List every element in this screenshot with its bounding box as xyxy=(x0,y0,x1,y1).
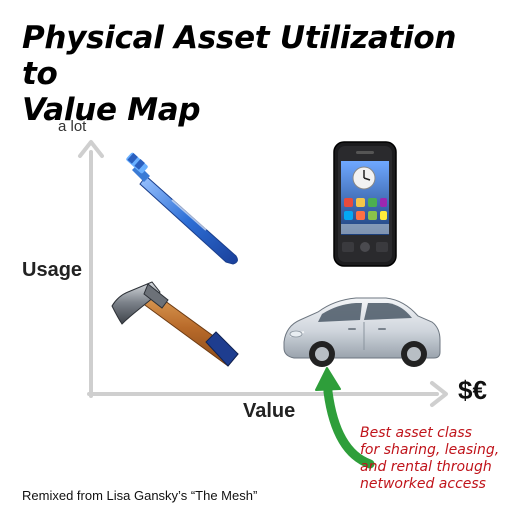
toothbrush-bristles xyxy=(126,152,148,174)
x-axis-arrowhead xyxy=(430,381,448,407)
hammer-grip xyxy=(205,331,239,367)
title-line-1: Physical Asset Utilization to xyxy=(22,20,457,92)
y-axis-label: Usage xyxy=(22,259,83,281)
phone-home-button xyxy=(360,242,370,252)
credit-text: Remixed from Lisa Gansky’s “The Mesh” xyxy=(22,488,258,503)
y-axis-arrowhead xyxy=(78,140,104,158)
callout-arrow xyxy=(315,367,375,469)
car-icon xyxy=(283,297,441,367)
title-line-2: Value Map xyxy=(22,92,201,128)
callout-line-3: and rental through xyxy=(360,459,492,475)
callout-line-1: Best asset class xyxy=(360,425,472,441)
app-icons-grid xyxy=(344,198,387,220)
y-axis-top-label: a lot xyxy=(58,118,87,135)
x-axis-end-label: $€ xyxy=(458,375,487,405)
x-axis-label: Value xyxy=(243,400,296,422)
car-front-window xyxy=(318,303,362,322)
car-rear-window xyxy=(364,303,412,320)
callout-text: Best asset class for sharing, leasing, a… xyxy=(360,425,518,493)
hammer-icon xyxy=(109,281,239,367)
smartphone-icon xyxy=(333,141,397,267)
callout-line-4: networked access xyxy=(360,476,486,492)
diagram-title: Physical Asset Utilization to Value Map xyxy=(22,20,502,128)
toothbrush-icon xyxy=(126,152,238,265)
y-axis xyxy=(78,140,104,398)
callout-line-2: for sharing, leasing, xyxy=(360,442,500,458)
x-axis xyxy=(87,381,448,407)
